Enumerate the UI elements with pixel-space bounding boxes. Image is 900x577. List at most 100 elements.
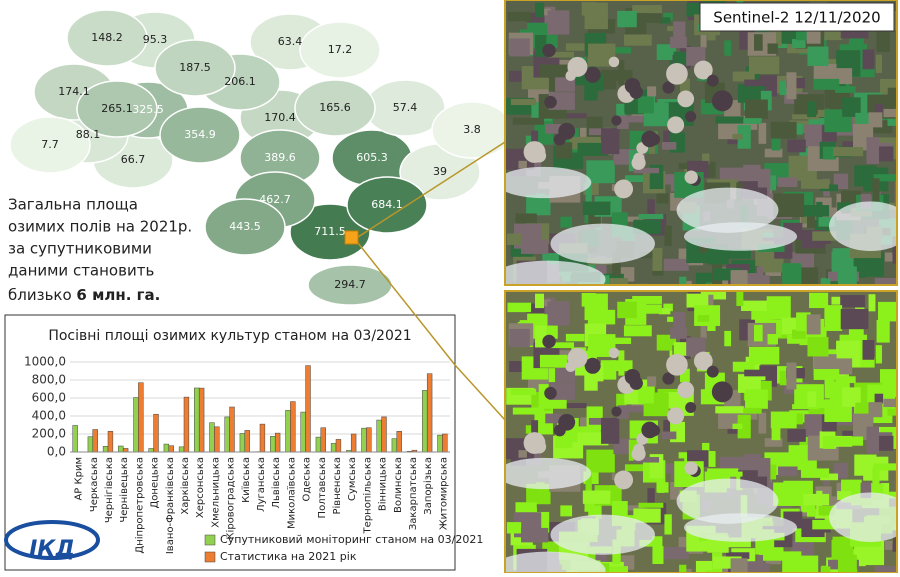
pivot-field [666, 354, 688, 376]
x-tick-label: Полтавська [317, 457, 328, 518]
satellite-image-classified [490, 291, 900, 573]
field [638, 96, 654, 113]
pivot-field [712, 381, 733, 402]
field [863, 340, 875, 360]
field [876, 345, 882, 363]
field [801, 179, 829, 188]
field [587, 117, 603, 140]
field [679, 565, 686, 573]
field [787, 140, 805, 153]
field [507, 12, 531, 21]
field [731, 558, 748, 573]
field [741, 301, 771, 311]
bar [194, 388, 199, 452]
bar [164, 444, 169, 452]
field [807, 314, 821, 334]
field [771, 122, 797, 139]
summary-line: озимих полів на 2021р. [8, 218, 192, 236]
field [838, 266, 857, 285]
field [803, 494, 829, 505]
bar [134, 398, 139, 452]
bar [245, 430, 250, 452]
field [754, 325, 763, 342]
field [724, 331, 731, 346]
field [807, 391, 816, 407]
field [732, 134, 742, 139]
bar [230, 407, 235, 452]
x-tick-label: Волинська [393, 457, 404, 513]
field [768, 334, 778, 344]
field [647, 376, 656, 386]
field [782, 551, 801, 573]
field [624, 325, 652, 336]
legend-swatch [205, 552, 215, 562]
x-tick-label: Хмельницька [210, 457, 221, 528]
x-tick-label: Харківська [179, 457, 191, 515]
x-tick-label: Кіровоградська [225, 457, 237, 540]
field [724, 40, 731, 55]
y-tick-label: 400,0 [32, 409, 66, 423]
field [663, 259, 689, 271]
field [540, 355, 568, 368]
field [601, 128, 619, 154]
field [771, 412, 797, 429]
field [745, 389, 768, 408]
field [667, 26, 673, 31]
bar [290, 402, 295, 452]
field [869, 294, 876, 311]
region-value: 187.5 [179, 61, 211, 74]
summary-line: даними становить [8, 262, 154, 280]
bar [184, 397, 189, 452]
bar [73, 425, 78, 452]
field [840, 295, 865, 307]
pivot-field [707, 75, 719, 87]
bar [210, 423, 215, 452]
field [759, 123, 767, 144]
field [715, 406, 743, 413]
pivot-field [614, 179, 633, 198]
field [521, 239, 548, 253]
field [887, 118, 900, 126]
pivot-field [667, 116, 684, 133]
field [807, 101, 816, 117]
chart-title: Посівні площі озимих культур станом на 0… [48, 328, 411, 344]
x-tick-label: Житомирська [438, 457, 449, 530]
y-tick-label: 1000,0 [24, 355, 66, 369]
field [838, 555, 857, 573]
pivot-field [611, 115, 621, 125]
field [663, 547, 689, 559]
bar [286, 410, 291, 452]
bar [93, 430, 98, 453]
field [656, 193, 668, 203]
field [872, 178, 879, 201]
field [638, 386, 654, 403]
field [743, 408, 761, 414]
summary-emphasis: 6 млн. га. [76, 286, 160, 304]
x-tick-label: Закарпатська [408, 457, 419, 530]
y-tick-label: 200,0 [32, 427, 66, 441]
field [617, 302, 637, 318]
field [518, 161, 526, 169]
field [736, 292, 743, 306]
pivot-field [565, 362, 575, 372]
pivot-field [542, 335, 555, 348]
field [586, 450, 615, 473]
pivot-field [641, 422, 658, 439]
x-tick-label: Київська [241, 457, 252, 503]
pivot-field [632, 156, 646, 170]
legend-label: Статистика на 2021 рік [220, 550, 357, 563]
field [754, 34, 763, 51]
x-tick-label: Запорізька [422, 457, 434, 515]
legend-swatch [205, 535, 215, 545]
bar [351, 434, 356, 452]
pivot-field [558, 414, 575, 431]
pivot-field [641, 131, 658, 148]
region-value: 462.7 [259, 193, 291, 206]
field [509, 38, 530, 56]
field [743, 118, 761, 124]
bar [123, 448, 128, 452]
y-tick-label: 600,0 [32, 391, 66, 405]
field [652, 248, 662, 271]
field [698, 315, 710, 322]
bar [108, 431, 113, 452]
